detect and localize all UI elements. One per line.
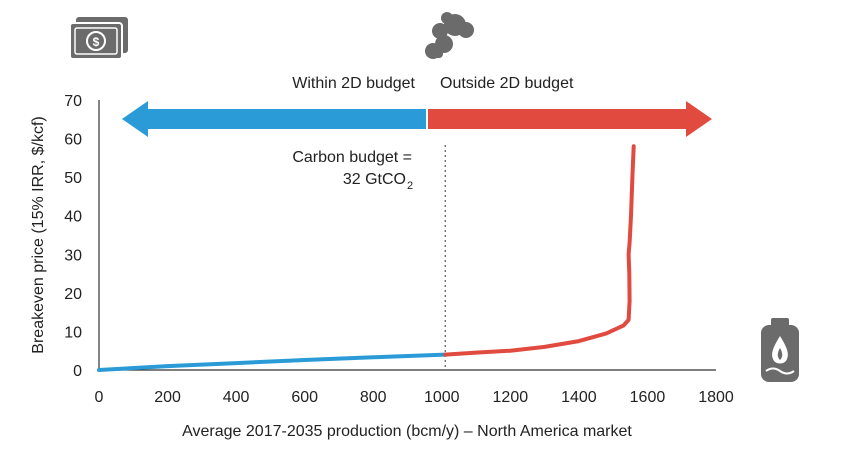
y-tick-label: 50 — [64, 170, 82, 187]
series-line-within-budget — [97, 352, 448, 372]
x-axis-label: Average 2017-2035 production (bcm/y) – N… — [182, 423, 632, 440]
carbon-budget-value: 32 GtCO — [343, 171, 406, 188]
series-line-outside-budget — [443, 144, 636, 357]
y-tick-label: 40 — [64, 209, 82, 226]
y-tick-label: 70 — [64, 93, 82, 110]
carbon-budget-label-line2: 32 GtCO — [343, 171, 406, 188]
x-tick-label: 1400 — [561, 389, 597, 406]
x-tick-label: 800 — [360, 389, 387, 406]
x-tick-labels: 0 200 400 600 800 1000 1200 1400 1600 1800 — [95, 389, 734, 406]
x-tick-label: 1600 — [630, 389, 666, 406]
series-lines — [97, 144, 636, 372]
x-tick-label: 1000 — [424, 389, 460, 406]
svg-text:$: $ — [93, 35, 100, 49]
x-tick-label: 1200 — [493, 389, 529, 406]
y-tick-labels: 0 10 20 30 40 50 60 70 — [64, 93, 82, 380]
smoke-cloud-icon — [425, 12, 474, 59]
y-tick-label: 20 — [64, 286, 82, 303]
y-tick-label: 0 — [73, 363, 82, 380]
gas-canister-icon — [761, 318, 799, 382]
outside-budget-label: Outside 2D budget — [440, 75, 574, 92]
within-budget-arrow — [122, 101, 426, 137]
x-tick-label: 400 — [223, 389, 250, 406]
outside-budget-arrow — [428, 101, 712, 137]
x-tick-label: 200 — [154, 389, 181, 406]
x-tick-label: 1800 — [698, 389, 734, 406]
within-budget-label: Within 2D budget — [292, 75, 415, 92]
y-tick-label: 10 — [64, 324, 82, 341]
y-tick-label: 30 — [64, 247, 82, 264]
x-tick-label: 0 — [95, 389, 104, 406]
y-axis-label: Breakeven price (15% IRR, $/kcf) — [30, 116, 47, 353]
carbon-budget-subscript: 2 — [407, 180, 413, 192]
carbon-budget-label-line1: Carbon budget = — [292, 149, 412, 166]
y-tick-label: 60 — [64, 132, 82, 149]
money-icon: $ — [69, 17, 128, 60]
x-tick-label: 600 — [291, 389, 318, 406]
